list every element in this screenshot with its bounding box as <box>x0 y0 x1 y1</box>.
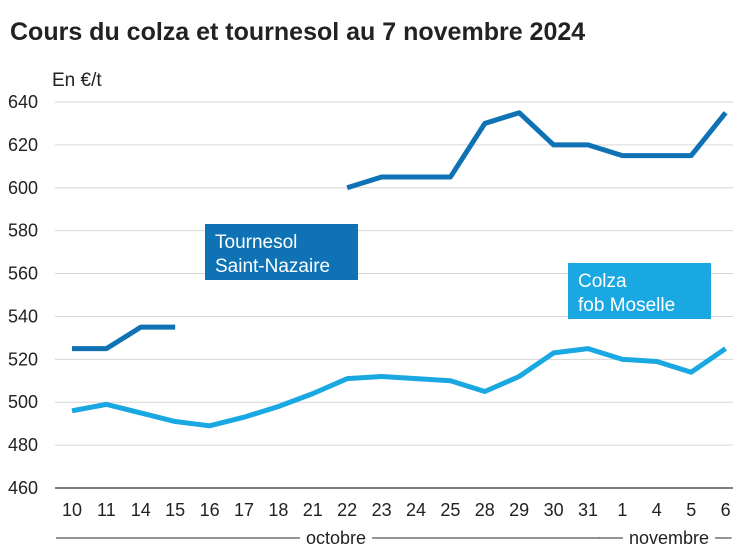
chart-title: Cours du colza et tournesol au 7 novembr… <box>10 18 585 46</box>
y-tick-label: 480 <box>8 435 38 455</box>
x-tick-label: 16 <box>200 500 220 520</box>
y-tick-label: 520 <box>8 349 38 369</box>
x-tick-label: 17 <box>234 500 254 520</box>
x-tick-label: 10 <box>62 500 82 520</box>
x-tick-label: 21 <box>303 500 323 520</box>
x-tick-label: 15 <box>165 500 185 520</box>
x-tick-label: 1 <box>617 500 627 520</box>
month-labels: octobre novembre <box>56 528 732 548</box>
y-tick-label: 500 <box>8 392 38 412</box>
series-labels: Tournesol Saint-Nazaire Colza fob Moselle <box>205 224 711 319</box>
x-tick-label: 25 <box>440 500 460 520</box>
x-tick-label: 28 <box>475 500 495 520</box>
series-label-text: Colza <box>578 271 627 292</box>
series-label-box <box>568 263 711 319</box>
x-tick-label: 29 <box>509 500 529 520</box>
y-axis-unit-label: En €/t <box>52 70 102 91</box>
y-tick-label: 640 <box>8 92 38 112</box>
x-tick-label: 18 <box>268 500 288 520</box>
x-tick-label: 22 <box>337 500 357 520</box>
gridlines <box>55 101 733 489</box>
series-line-0-segment-0 <box>72 324 176 352</box>
series-label-1: Colza fob Moselle <box>568 263 711 319</box>
y-tick-label: 560 <box>8 264 38 284</box>
x-tick-label: 24 <box>406 500 426 520</box>
x-tick-label: 30 <box>544 500 564 520</box>
y-tick-label: 580 <box>8 221 38 241</box>
y-tick-label: 600 <box>8 178 38 198</box>
series-lines <box>71 110 728 429</box>
y-tick-label: 460 <box>8 478 38 498</box>
month-label-octobre: octobre <box>306 528 366 548</box>
x-tick-label: 6 <box>721 500 731 520</box>
x-tick-label: 11 <box>97 500 116 520</box>
x-tick-label: 31 <box>578 500 598 520</box>
x-tick-label: 4 <box>652 500 662 520</box>
x-tick-label: 5 <box>686 500 696 520</box>
series-label-box <box>205 224 358 280</box>
series-label-text: Saint-Nazaire <box>215 256 330 277</box>
x-tick-label: 23 <box>372 500 392 520</box>
x-tick-label: 14 <box>131 500 151 520</box>
x-tick-labels: 10 11 14 15 16 17 18 21 22 23 24 25 28 29 30 31 1 4 5 6 <box>62 500 731 520</box>
series-label-text: Tournesol <box>215 232 297 253</box>
series-label-text: fob Moselle <box>578 295 675 316</box>
series-label-0: Tournesol Saint-Nazaire <box>205 224 358 280</box>
series-line-1-segment-0 <box>71 346 728 429</box>
y-tick-label: 540 <box>8 306 38 326</box>
y-tick-label: 620 <box>8 135 38 155</box>
month-label-novembre: novembre <box>629 528 709 548</box>
y-tick-labels: 640 620 600 580 560 540 520 500 480 460 <box>8 92 38 498</box>
series-line-0-segment-1 <box>346 110 728 191</box>
